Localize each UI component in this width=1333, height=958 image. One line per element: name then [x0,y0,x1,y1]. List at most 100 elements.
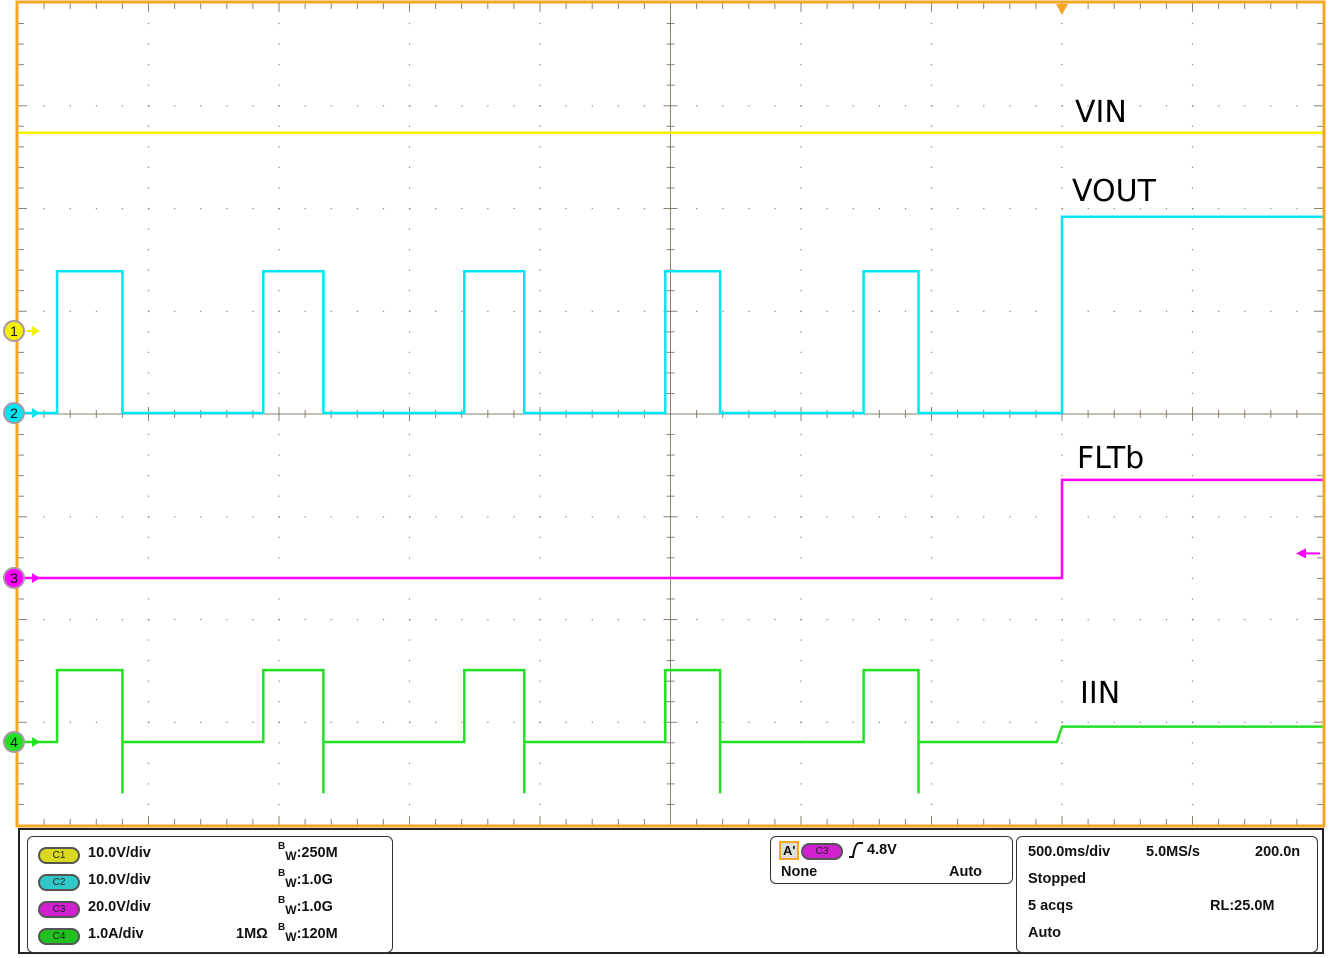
grid-dot [278,249,280,251]
grid-dot [304,105,306,107]
grid-dot [1296,208,1298,210]
grid-dot [800,249,802,251]
grid-dot [643,208,646,210]
grid-dot [1061,701,1063,703]
grid-dot [278,639,280,641]
grid-dot [617,516,619,518]
grid-dot [930,351,933,353]
grid-dot [930,536,933,538]
trigger-coupling: None [781,864,818,880]
trigger-mode: Auto [949,864,983,880]
grid-dot [800,721,802,723]
grid-dot [147,475,150,477]
grid-dot [800,208,802,210]
grid-dot [539,557,541,559]
bandwidth-prefix: B [278,868,286,879]
grid-dot [800,228,802,230]
channel-row[interactable]: C2 10.0V/div B W 1.0G [28,868,392,892]
grid-dot [408,454,411,456]
grid-dot [591,310,593,312]
grid-dot [1191,84,1194,86]
channel-bandwidth-group: B W 120M [278,923,338,944]
grid-dot [800,105,802,107]
channel-row[interactable]: C1 10.0V/div B W 250M [28,842,392,865]
grid-dot [408,536,411,538]
grid-dot [330,310,332,312]
grid-dot [513,208,515,210]
grid-dot [930,433,933,436]
grid-dot [461,310,463,312]
channel-row[interactable]: C3 20.0V/div B W 1.0G [28,896,392,919]
grid-dot [147,64,150,66]
grid-dot [774,310,776,312]
grid-dot [1061,125,1063,127]
channel-3-marker[interactable] [3,567,25,589]
grid-dot [957,619,959,621]
grid-dot [200,310,202,312]
grid-dot [1191,166,1194,168]
horizontal-settings[interactable]: 500.0ms/div 5.0MS/s 200.0n Stopped 5 acq… [1016,836,1318,953]
grid-dot [513,310,515,312]
grid-dot [539,536,541,538]
grid-dot [1191,125,1194,127]
grid-dot [147,146,150,148]
grid-dot [774,208,776,210]
grid-dot [930,783,933,785]
grid-dot [904,105,907,107]
grid-dot [1270,105,1272,107]
trigger-source-pill: C3 [801,843,843,860]
grid-dot [1296,310,1298,312]
grid-dot [95,516,97,518]
traces [18,131,1323,794]
grid-dot [382,310,385,312]
grid-dot [1191,351,1194,353]
grid-dot [539,721,541,723]
grid-dot [435,105,437,107]
grid-dot [408,372,411,374]
grid-dot [174,208,176,210]
grid-dot [722,208,724,210]
grid-dot [408,22,411,25]
channel-pill: C4 [38,928,80,945]
grid-dot [278,619,280,621]
trigger-label: A' [779,841,800,860]
grid-dot [148,208,150,210]
channel-scale: 20.0V/div [88,899,151,915]
grid-dot [696,208,698,210]
grid-dot [1192,721,1194,723]
grid-dot [148,310,150,312]
grid-dot [356,721,358,723]
grid-dot [930,660,933,662]
grid-dot [957,721,959,723]
grid-dot [983,208,985,210]
grid-dot [539,208,541,210]
grid-dot [1113,721,1115,723]
grid-dot [1218,105,1220,107]
grid-dot [1061,64,1063,66]
grid-dot [461,105,463,107]
grid-dot [147,762,150,764]
trigger-level-marker[interactable] [1296,548,1320,559]
channel-1-marker[interactable] [3,320,25,342]
grid-dot [539,680,541,682]
grid-dot [408,803,411,806]
grid-dot [356,310,358,312]
grid-dot [800,619,802,621]
grid-dot [696,619,698,621]
grid-dot [43,208,45,210]
trigger-settings[interactable]: A' C3 4.8V None Auto [770,836,1013,884]
grid-dot [539,454,541,456]
grid-dot [800,125,802,127]
acquisition-mode: Auto [1028,925,1062,941]
grid-dot [1139,516,1141,518]
channel-4-marker[interactable] [3,731,25,753]
grid-dot [930,228,933,230]
grid-dot [930,495,933,497]
channel-row[interactable]: C4 1.0A/div 1MΩ B W 120M [28,923,392,946]
grid-dot [252,208,254,210]
grid-dot [513,721,515,723]
grid-dot [147,639,150,641]
bandwidth-sub: W [285,849,297,863]
channel-2-marker[interactable] [3,402,25,424]
trigger-position-marker[interactable] [1056,4,1068,15]
